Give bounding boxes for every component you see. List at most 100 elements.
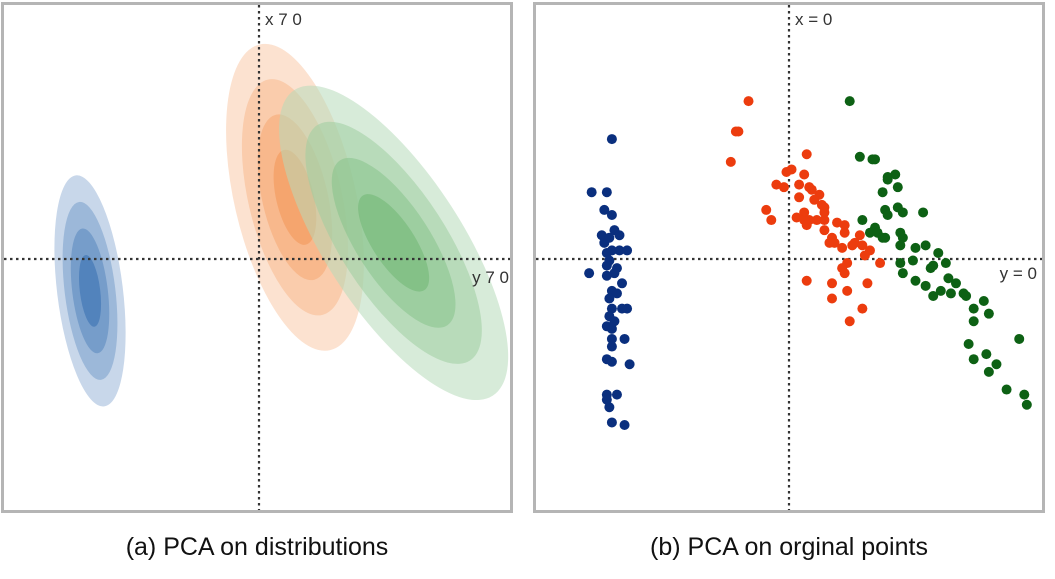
data-point xyxy=(857,240,868,251)
data-point xyxy=(619,333,630,344)
x-zero-label: x = 0 xyxy=(795,10,832,29)
data-point xyxy=(963,339,974,350)
data-point xyxy=(799,169,810,180)
data-point xyxy=(897,232,908,243)
data-point xyxy=(897,207,908,218)
data-point xyxy=(586,187,597,198)
data-point xyxy=(968,354,979,365)
distribution-3-level-4 xyxy=(358,194,430,292)
data-point xyxy=(920,240,931,251)
data-point xyxy=(968,316,979,327)
data-point xyxy=(892,182,903,193)
data-point xyxy=(928,290,939,301)
data-point xyxy=(601,394,612,405)
data-point xyxy=(614,245,625,256)
caption-a: (a) PCA on distributions xyxy=(125,533,389,561)
distribution-1-level-4 xyxy=(78,255,102,327)
data-point xyxy=(624,359,635,370)
data-point xyxy=(933,247,944,258)
panel-b-original-points: x = 0 y = 0 xyxy=(533,2,1045,513)
data-point xyxy=(606,209,617,220)
data-point xyxy=(880,232,891,243)
data-point xyxy=(599,204,610,215)
data-point xyxy=(907,255,918,266)
data-point xyxy=(584,268,595,279)
data-point xyxy=(617,278,628,289)
data-point xyxy=(910,242,921,253)
series-2 xyxy=(725,96,886,327)
data-point xyxy=(606,245,617,256)
plot-frame xyxy=(533,2,1045,513)
data-point xyxy=(870,154,881,165)
data-point xyxy=(781,166,792,177)
data-point xyxy=(606,333,617,344)
data-point xyxy=(601,187,612,198)
data-point xyxy=(604,402,615,413)
data-point xyxy=(920,280,931,291)
data-point xyxy=(910,275,921,286)
data-point xyxy=(609,268,620,279)
data-point xyxy=(842,285,853,296)
data-point xyxy=(811,215,822,226)
data-point xyxy=(839,268,850,279)
data-point xyxy=(819,225,830,236)
y-zero-label: y 7 0 xyxy=(472,268,509,287)
data-point xyxy=(945,288,956,299)
data-point xyxy=(743,96,754,107)
data-point xyxy=(622,245,633,256)
data-point xyxy=(978,296,989,307)
scatter-layer xyxy=(584,96,1032,430)
data-point xyxy=(854,230,865,241)
data-point xyxy=(606,417,617,428)
data-point xyxy=(614,230,625,241)
data-point xyxy=(1001,384,1012,395)
data-point xyxy=(730,126,741,137)
data-point xyxy=(918,207,929,218)
data-point xyxy=(617,303,628,314)
data-point xyxy=(935,285,946,296)
data-point xyxy=(844,96,855,107)
distribution-contour-chart: x 7 0 y 7 0 xyxy=(1,2,513,513)
data-point xyxy=(596,230,607,241)
data-point xyxy=(877,187,888,198)
data-point xyxy=(819,207,830,218)
data-point xyxy=(606,303,617,314)
data-point xyxy=(801,275,812,286)
data-point xyxy=(761,204,772,215)
data-point xyxy=(1019,389,1030,400)
data-point xyxy=(611,288,622,299)
data-point xyxy=(606,134,617,145)
data-point xyxy=(895,258,906,269)
data-point xyxy=(950,278,961,289)
data-point xyxy=(897,268,908,279)
data-point xyxy=(847,240,858,251)
data-point xyxy=(895,240,906,251)
data-point xyxy=(832,217,843,228)
data-point xyxy=(983,366,994,377)
series-1 xyxy=(584,134,635,430)
data-point xyxy=(882,174,893,185)
data-point xyxy=(794,192,805,203)
data-point xyxy=(601,260,612,271)
data-point xyxy=(604,293,615,304)
data-point xyxy=(839,227,850,238)
data-point xyxy=(864,227,875,238)
data-point xyxy=(791,212,802,223)
data-point xyxy=(601,270,612,281)
data-point xyxy=(827,278,838,289)
data-point xyxy=(827,293,838,304)
data-point xyxy=(619,419,630,430)
data-point xyxy=(824,237,835,248)
data-point xyxy=(862,278,873,289)
data-point xyxy=(778,182,789,193)
data-point xyxy=(819,215,830,226)
data-point xyxy=(606,341,617,352)
data-point xyxy=(857,303,868,314)
data-point xyxy=(1021,399,1032,410)
y-zero-label: y = 0 xyxy=(1000,264,1037,283)
panel-a-distributions: x 7 0 y 7 0 xyxy=(1,2,513,513)
data-point xyxy=(1014,333,1025,344)
data-point xyxy=(609,316,620,327)
data-point xyxy=(725,156,736,167)
data-point xyxy=(606,323,617,334)
